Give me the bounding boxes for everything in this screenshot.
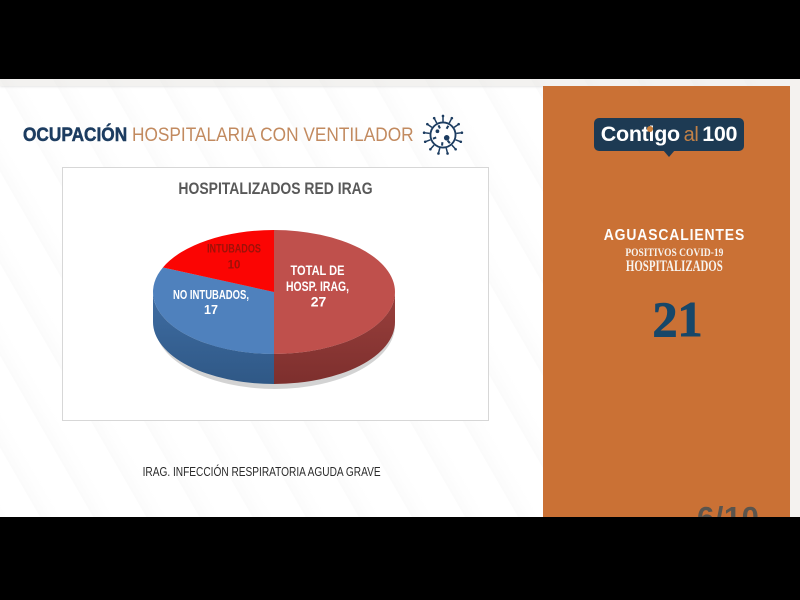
svg-text:INTUBADOS: INTUBADOS — [207, 244, 261, 256]
svg-text:17: 17 — [204, 303, 218, 317]
svg-text:HOSP. IRAG,: HOSP. IRAG, — [286, 278, 349, 294]
svg-text:NO INTUBADOS,: NO INTUBADOS, — [173, 288, 249, 302]
svg-text:27: 27 — [311, 294, 327, 310]
svg-text:TOTAL DE: TOTAL DE — [291, 262, 345, 278]
svg-text:10: 10 — [228, 260, 241, 272]
